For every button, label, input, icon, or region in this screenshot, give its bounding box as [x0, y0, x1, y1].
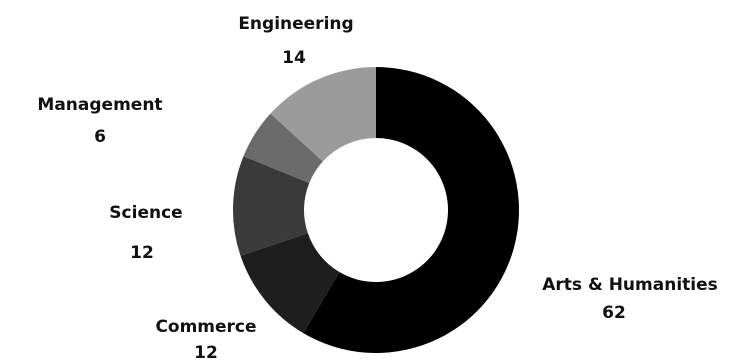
slice-value-arts-humanities: 62 — [602, 303, 626, 323]
slice-engineering — [270, 67, 376, 162]
slice-value-commerce: 12 — [194, 343, 218, 363]
slice-value-management: 6 — [94, 127, 106, 147]
slice-label-engineering: Engineering — [238, 14, 353, 34]
slice-value-engineering: 14 — [282, 48, 306, 68]
slice-label-management: Management — [37, 95, 162, 115]
slice-science — [232, 156, 310, 256]
slice-value-science: 12 — [130, 243, 154, 263]
donut-slices — [232, 67, 519, 354]
slice-commerce — [240, 233, 340, 334]
slice-arts-humanities — [303, 67, 519, 354]
slice-label-commerce: Commerce — [155, 317, 256, 337]
slice-label-arts-humanities: Arts & Humanities — [542, 275, 718, 295]
slice-label-science: Science — [109, 203, 182, 223]
slice-management — [243, 113, 323, 183]
